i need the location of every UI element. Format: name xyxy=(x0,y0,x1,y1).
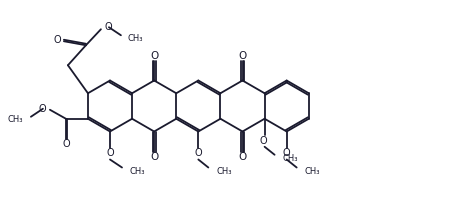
Text: O: O xyxy=(238,50,246,60)
Text: O: O xyxy=(106,148,114,159)
Text: CH₃: CH₃ xyxy=(130,167,145,176)
Text: CH₃: CH₃ xyxy=(282,154,298,163)
Text: CH₃: CH₃ xyxy=(216,167,231,176)
Text: O: O xyxy=(150,50,158,60)
Text: O: O xyxy=(62,139,70,149)
Text: CH₃: CH₃ xyxy=(7,115,23,124)
Text: CH₃: CH₃ xyxy=(304,167,319,176)
Text: O: O xyxy=(54,35,61,45)
Text: O: O xyxy=(282,148,290,159)
Text: O: O xyxy=(105,22,112,32)
Text: O: O xyxy=(38,104,46,114)
Text: O: O xyxy=(194,148,202,159)
Text: O: O xyxy=(150,152,158,162)
Text: CH₃: CH₃ xyxy=(128,34,143,43)
Text: O: O xyxy=(259,136,267,146)
Text: O: O xyxy=(238,152,246,162)
